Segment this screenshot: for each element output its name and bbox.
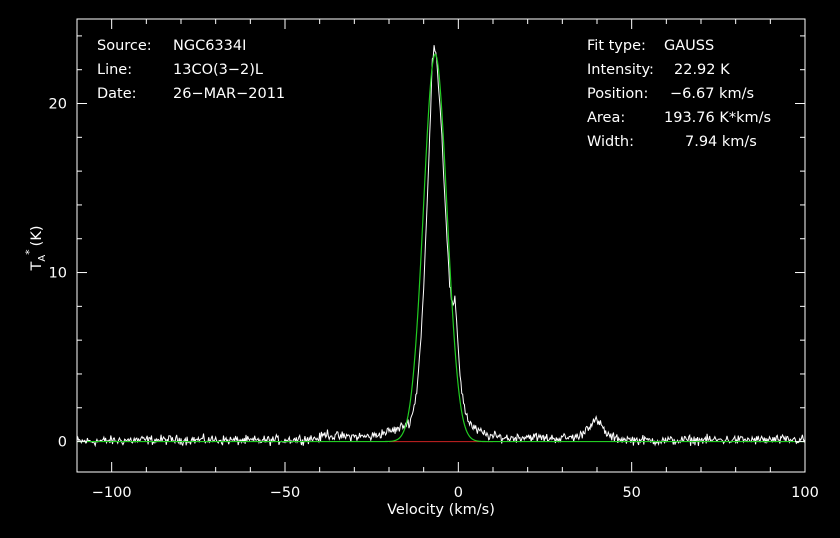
line-label: Line: [97, 62, 132, 78]
gaussian-fit-series [77, 53, 805, 443]
date-value: 26−MAR−2011 [173, 86, 285, 102]
line-value: 13CO(3−2)L [173, 62, 263, 78]
position-label: Position: [587, 86, 648, 102]
info-right: Fit type: GAUSS Intensity: 22.92 K Posit… [587, 38, 771, 150]
y-label-sub: A [37, 255, 48, 262]
area-value: 193.76 K*km/s [664, 110, 771, 126]
y-tick-label: 10 [49, 266, 67, 282]
plot-frame [76, 18, 806, 473]
y-label-sup: * [23, 249, 36, 255]
x-axis-label: Velocity (km/s) [387, 502, 495, 518]
x-tick-label: −100 [92, 485, 132, 501]
x-tick-label: 50 [622, 485, 640, 501]
y-tick-label: 20 [49, 97, 67, 113]
plot-layer [76, 45, 806, 448]
width-value: 7.94 km/s [685, 134, 757, 150]
y-tick-label: 0 [58, 435, 67, 451]
fit-type-label: Fit type: [587, 38, 646, 54]
info-left: Source: NGC6334I Line: 13CO(3−2)L Date: … [97, 38, 285, 102]
spectrum-series [76, 45, 806, 448]
source-value: NGC6334I [173, 38, 246, 54]
x-tick-label: −50 [270, 485, 301, 501]
fit-type-value: GAUSS [664, 38, 714, 54]
area-label: Area: [587, 110, 625, 126]
width-label: Width: [587, 134, 634, 150]
intensity-label: Intensity: [587, 62, 654, 78]
ticks-layer: −100 −50 0 50 100 0 10 20 [49, 19, 819, 501]
intensity-value: 22.92 K [674, 62, 730, 78]
position-value: −6.67 km/s [670, 86, 754, 102]
x-tick-label: 0 [454, 485, 463, 501]
source-label: Source: [97, 38, 152, 54]
y-axis-label-text: TA* (K) [23, 225, 48, 271]
y-axis-label: TA* (K) [23, 225, 48, 271]
date-label: Date: [97, 86, 137, 102]
x-tick-label: 100 [791, 485, 819, 501]
y-label-unit: (K) [29, 225, 45, 246]
y-label-main: T [29, 262, 45, 272]
